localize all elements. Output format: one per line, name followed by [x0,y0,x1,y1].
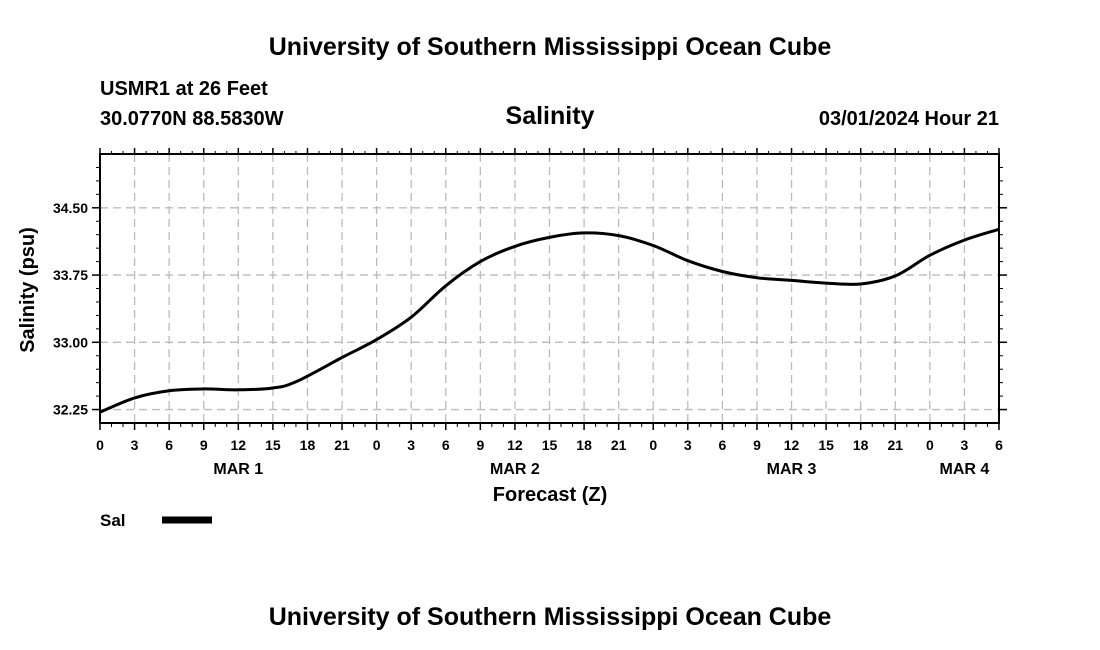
axis-tick-labels: 0 3 6 9 12 15 18 21 0 3 6 9 12 15 18 21 0 3 6 9 12 15 18 21 0 3 6 3… [53,200,1003,478]
x-tick-label: 15 [265,437,281,453]
x-tick-label: 6 [442,437,450,453]
x-tick-label: 3 [407,437,415,453]
axis-ticks [92,148,1007,430]
x-tick-label: 15 [542,437,558,453]
forecast-timestamp: 03/01/2024 Hour 21 [819,108,999,130]
legend-label: Sal [100,511,126,530]
y-tick-label: 32.25 [53,402,88,418]
x-tick-label: 0 [926,437,934,453]
y-axis-label: Salinity (psu) [17,227,39,353]
x-tick-label: 6 [995,437,1003,453]
x-tick-label: 3 [131,437,139,453]
x-tick-label: 9 [753,437,761,453]
day-label: MAR 4 [940,461,990,478]
x-tick-label: 6 [165,437,173,453]
series-group [99,227,1000,414]
x-tick-label: 21 [887,437,903,453]
x-tick-label: 12 [231,437,247,453]
y-tick-label: 33.00 [53,334,88,350]
x-tick-label: 6 [718,437,726,453]
x-tick-label: 21 [334,437,350,453]
x-tick-label: 9 [476,437,484,453]
page-title: University of Southern Mississippi Ocean… [269,33,832,61]
station-location: 30.0770N 88.5830W [100,108,284,130]
x-tick-label: 12 [507,437,523,453]
y-tick-label: 34.50 [53,200,88,216]
x-tick-label: 0 [373,437,381,453]
footer-title: University of Southern Mississippi Ocean… [269,603,832,631]
series-line-sal [99,227,1000,414]
x-axis-label: Forecast (Z) [493,484,607,506]
day-label: MAR 1 [213,461,263,478]
x-tick-label: 0 [649,437,657,453]
chart-title: Salinity [506,102,595,130]
x-tick-label: 15 [818,437,834,453]
y-tick-label: 33.75 [53,267,88,283]
x-tick-label: 18 [853,437,869,453]
grid-lines [100,154,999,423]
x-tick-label: 18 [576,437,592,453]
station-label: USMR1 at 26 Feet [100,78,268,100]
day-label: MAR 3 [767,461,817,478]
x-tick-label: 3 [961,437,969,453]
x-tick-label: 9 [200,437,208,453]
x-tick-label: 0 [96,437,104,453]
x-tick-label: 12 [784,437,800,453]
x-tick-label: 3 [684,437,692,453]
day-label: MAR 2 [490,461,540,478]
x-tick-label: 18 [300,437,316,453]
x-tick-label: 21 [611,437,627,453]
